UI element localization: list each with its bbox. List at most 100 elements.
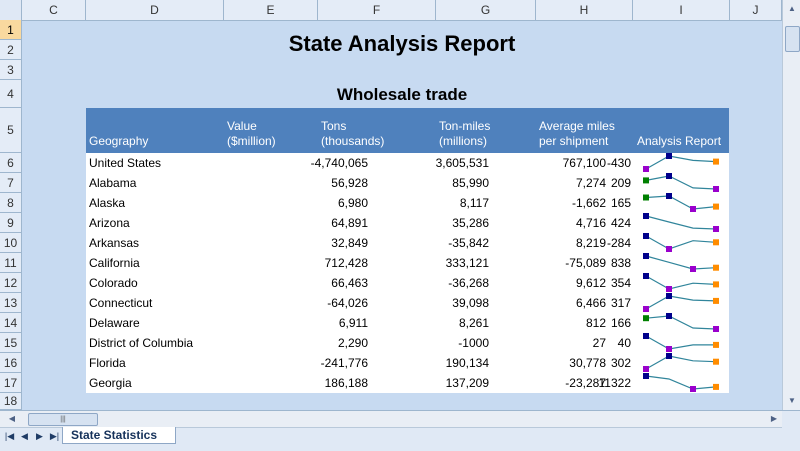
column-header-c[interactable]: C xyxy=(22,0,86,20)
sparkline-marker xyxy=(643,213,649,219)
column-header-i[interactable]: I xyxy=(633,0,730,20)
sparkline-marker xyxy=(643,306,649,312)
row-header-10[interactable]: 10 xyxy=(0,233,21,253)
sparkline-marker xyxy=(666,173,672,179)
sparkline-marker xyxy=(643,166,649,172)
sparkline-marker xyxy=(643,194,649,201)
cell-average-miles: 40 xyxy=(617,336,631,350)
next-sheet-icon[interactable]: ▶ xyxy=(36,431,43,441)
cell-average-miles: 209 xyxy=(610,176,631,190)
vertical-scrollbar[interactable]: ▲ ▼ xyxy=(782,0,800,410)
row-header-15[interactable]: 15 xyxy=(0,333,21,353)
cell-ton-miles: 4,716 xyxy=(575,216,606,230)
vertical-scroll-thumb[interactable] xyxy=(785,26,800,52)
cell-tons: 3,605,531 xyxy=(435,156,489,170)
triangle-left-icon[interactable]: ◀ xyxy=(8,414,16,423)
row-header-5[interactable]: 5 xyxy=(0,108,21,153)
sparkline-marker xyxy=(666,286,672,292)
row-header-13[interactable]: 13 xyxy=(0,293,21,313)
cell-value: 56,928 xyxy=(331,176,368,190)
last-sheet-icon[interactable]: ▶| xyxy=(49,431,60,441)
cell-geography: Alaska xyxy=(89,196,126,210)
sparkline-line xyxy=(645,255,717,270)
cell-average-miles: 838 xyxy=(610,256,631,270)
cell-average-miles: 165 xyxy=(610,196,631,210)
row-header-2[interactable]: 2 xyxy=(0,40,21,60)
triangle-right-icon[interactable]: ▶ xyxy=(770,414,778,423)
header-ton-miles: Ton-miles (millions) xyxy=(439,119,491,148)
sparkline-line xyxy=(645,335,716,350)
table-subtitle: Wholesale trade xyxy=(336,85,468,104)
cell-average-miles: 424 xyxy=(610,216,631,230)
prev-sheet-icon[interactable]: ◀ xyxy=(21,431,28,441)
sparkline-line xyxy=(645,195,717,210)
row-header-14[interactable]: 14 xyxy=(0,313,21,333)
cell-geography: United States xyxy=(89,156,162,170)
cell-tons: 8,117 xyxy=(459,196,489,210)
column-header-f[interactable]: F xyxy=(318,0,436,20)
cell-value: 6,980 xyxy=(337,196,368,210)
cell-ton-miles: 9,612 xyxy=(575,276,606,290)
cell-ton-miles: 812 xyxy=(585,316,606,330)
cell-ton-miles: 7,274 xyxy=(575,176,606,190)
column-header-h[interactable]: H xyxy=(536,0,633,20)
sparkline-marker xyxy=(713,226,719,232)
cell-tons: 39,098 xyxy=(452,296,489,310)
horizontal-scrollbar[interactable]: ◀ ||| ▶ xyxy=(0,411,782,428)
sparkline-marker xyxy=(643,273,649,279)
column-header-j[interactable]: J xyxy=(730,0,782,20)
sparkline-marker xyxy=(666,353,672,359)
sparkline-marker xyxy=(690,206,696,212)
horizontal-scroll-thumb[interactable]: ||| xyxy=(28,413,98,426)
row-header-3[interactable]: 3 xyxy=(0,60,21,80)
sparkline-marker xyxy=(713,383,719,390)
sparkline-marker xyxy=(690,266,696,272)
cell-value: 66,463 xyxy=(331,276,368,290)
cell-average-miles: 11322 xyxy=(598,376,631,390)
row-header-9[interactable]: 9 xyxy=(0,213,21,233)
sheet-tab-state-statistics[interactable]: State Statistics xyxy=(62,427,176,444)
cell-tons: 333,121 xyxy=(445,256,489,270)
row-header-bar: 1 2 3 4 5 6 7 8 9 10 11 12 13 14 15 16 1… xyxy=(0,20,22,410)
column-header-e[interactable]: E xyxy=(224,0,318,20)
select-all-corner[interactable] xyxy=(0,0,22,20)
cell-average-miles: -284 xyxy=(606,236,631,250)
sheet-navigation: |◀ ◀ ▶ ▶| xyxy=(4,431,60,445)
sparkline-column xyxy=(643,153,719,392)
triangle-down-icon[interactable]: ▼ xyxy=(788,396,796,405)
sparkline-marker xyxy=(713,297,719,304)
cell-geography: Arkansas xyxy=(89,236,140,250)
sheet-grid[interactable]: State Analysis Report Wholesale trade Ge… xyxy=(22,21,782,410)
sparkline-marker xyxy=(643,333,649,339)
row-header-18[interactable]: 18 xyxy=(0,393,21,410)
cell-average-miles: 317 xyxy=(610,296,631,310)
sparkline-line xyxy=(645,215,717,230)
row-header-11[interactable]: 11 xyxy=(0,253,21,273)
sparkline-line xyxy=(645,235,717,250)
first-sheet-icon[interactable]: |◀ xyxy=(4,431,15,441)
row-header-4[interactable]: 4 xyxy=(0,80,21,108)
row-header-17[interactable]: 17 xyxy=(0,373,21,393)
column-header-g[interactable]: G xyxy=(436,0,536,20)
cell-value: -241,776 xyxy=(320,356,368,370)
cell-ton-miles: -1,662 xyxy=(571,196,606,210)
cell-value: 32,849 xyxy=(331,236,368,250)
cell-tons: 137,209 xyxy=(445,376,489,390)
row-header-6[interactable]: 6 xyxy=(0,153,21,173)
row-header-7[interactable]: 7 xyxy=(0,173,21,193)
column-header-d[interactable]: D xyxy=(86,0,224,20)
triangle-up-icon[interactable]: ▲ xyxy=(788,4,796,13)
row-header-16[interactable]: 16 xyxy=(0,353,21,373)
sparkline-line xyxy=(645,155,717,170)
cell-ton-miles: 6,466 xyxy=(575,296,606,310)
sparkline-marker xyxy=(666,293,672,299)
sparkline-marker xyxy=(713,186,719,192)
row-header-8[interactable]: 8 xyxy=(0,193,21,213)
row-header-12[interactable]: 12 xyxy=(0,273,21,293)
cell-value: 186,188 xyxy=(324,376,368,390)
row-header-1[interactable]: 1 xyxy=(0,20,21,40)
header-value: Value ($million) xyxy=(227,119,276,148)
sparkline-marker xyxy=(643,366,649,372)
sparkline-marker xyxy=(643,315,649,322)
cell-ton-miles: 767,100 xyxy=(562,156,606,170)
